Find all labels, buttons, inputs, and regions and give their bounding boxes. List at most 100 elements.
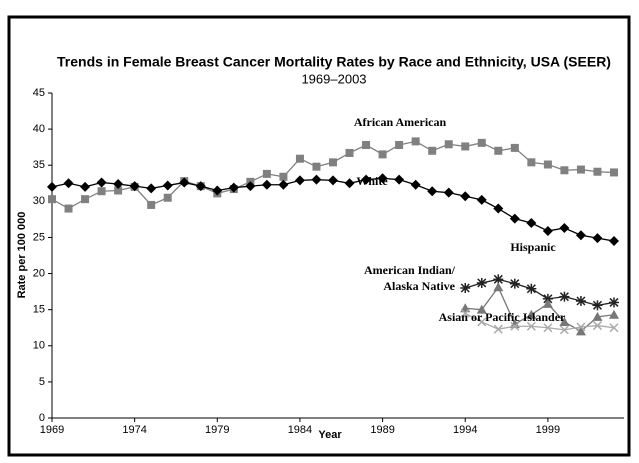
marker: [510, 321, 520, 331]
series-label: White: [356, 174, 388, 188]
marker: [262, 169, 271, 178]
marker: [129, 181, 140, 192]
marker: [526, 309, 537, 319]
marker: [163, 193, 172, 202]
marker: [493, 282, 504, 292]
marker: [328, 175, 338, 186]
marker: [575, 230, 586, 241]
series-line: [465, 285, 615, 333]
marker: [477, 138, 486, 147]
marker: [460, 191, 471, 202]
marker: [542, 298, 553, 308]
marker: [592, 300, 603, 311]
marker: [146, 183, 157, 194]
marker: [329, 158, 337, 167]
marker-stroke: [543, 294, 553, 304]
marker: [460, 308, 470, 318]
marker-stroke: [477, 278, 487, 288]
marker: [147, 200, 156, 209]
marker-stroke: [460, 308, 470, 318]
marker-stroke: [510, 321, 520, 331]
marker-stroke: [576, 322, 586, 332]
marker: [592, 321, 603, 331]
marker: [609, 323, 619, 333]
marker: [114, 186, 123, 195]
marker: [212, 185, 223, 196]
y-axis-label: Rate per 100 000: [16, 212, 28, 299]
marker: [526, 283, 537, 294]
marker: [575, 296, 586, 306]
series-label: American Indian/Alaska Native: [364, 263, 456, 293]
marker: [609, 309, 619, 319]
series-label: Hispanic: [510, 240, 556, 254]
marker: [543, 323, 553, 333]
marker: [575, 326, 586, 336]
marker: [344, 178, 355, 189]
y-tick-label: 40: [33, 123, 45, 135]
marker: [394, 174, 405, 185]
marker: [526, 218, 537, 228]
marker: [195, 181, 206, 192]
marker: [377, 173, 388, 184]
marker: [477, 317, 487, 327]
label-line: American Indian/: [364, 263, 456, 277]
marker: [527, 158, 536, 167]
marker: [609, 297, 619, 308]
marker: [610, 168, 618, 177]
marker: [80, 181, 91, 192]
marker-stroke: [609, 297, 619, 307]
marker: [97, 187, 106, 196]
marker: [576, 165, 585, 174]
marker: [476, 194, 487, 205]
series-label: Asian or Pacific Islander: [439, 310, 566, 324]
marker: [510, 143, 519, 152]
y-tick-label: 45: [33, 87, 45, 99]
marker: [295, 154, 304, 163]
x-tick-label: 1994: [453, 424, 477, 436]
frame: [7, 15, 631, 457]
marker: [395, 141, 404, 149]
marker: [493, 324, 503, 334]
marker: [410, 179, 421, 190]
x-axis-label: Year: [318, 429, 342, 441]
x-tick-label: 1984: [288, 424, 312, 436]
marker-stroke: [493, 274, 503, 284]
marker: [294, 175, 305, 186]
chart-title: Trends in Female Breast Cancer Mortality…: [57, 54, 611, 70]
marker: [460, 283, 471, 293]
marker: [559, 223, 570, 234]
marker: [494, 146, 503, 155]
marker: [592, 311, 603, 321]
marker: [461, 142, 470, 151]
marker-stroke: [526, 284, 536, 294]
y-tick-label: 5: [39, 376, 45, 388]
marker: [245, 181, 256, 192]
marker-stroke: [559, 292, 569, 302]
marker-stroke: [493, 324, 503, 334]
x-tick-label: 1979: [205, 424, 229, 436]
marker: [311, 174, 322, 185]
x-tick-label: 1974: [122, 424, 146, 436]
x-tick-label: 1989: [370, 424, 394, 436]
marker-stroke: [460, 283, 470, 293]
marker: [576, 322, 586, 332]
y-tick-label: 0: [39, 412, 45, 424]
y-tick-label: 20: [33, 267, 45, 279]
marker: [609, 236, 619, 247]
marker: [261, 179, 272, 190]
marker-stroke: [559, 325, 569, 335]
marker: [63, 178, 74, 189]
marker: [179, 177, 190, 188]
marker: [96, 177, 107, 188]
marker: [113, 179, 124, 189]
series-label: African American: [354, 115, 447, 129]
marker: [444, 140, 453, 149]
marker-stroke: [510, 279, 520, 289]
marker: [279, 172, 288, 181]
series-line: [464, 312, 615, 331]
y-tick-label: 35: [33, 159, 45, 171]
marker-stroke: [576, 296, 586, 306]
marker: [48, 195, 56, 204]
marker: [509, 278, 520, 289]
